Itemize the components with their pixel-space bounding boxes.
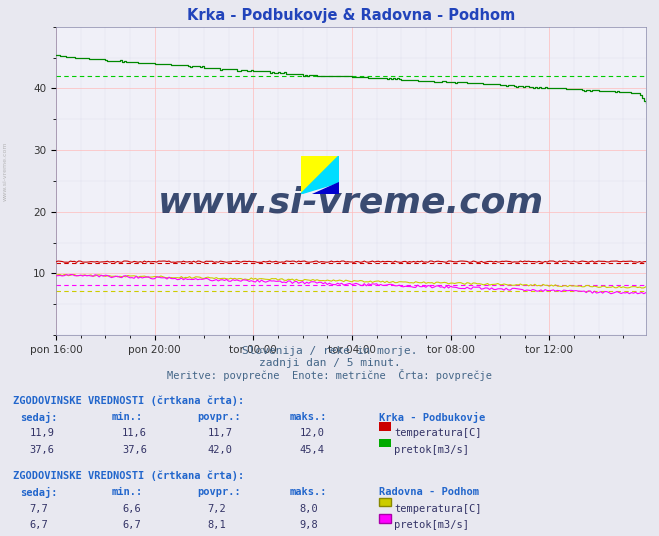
Text: 6,7: 6,7 — [122, 520, 140, 530]
Text: maks.:: maks.: — [290, 412, 328, 422]
Text: povpr.:: povpr.: — [198, 412, 241, 422]
Text: 37,6: 37,6 — [122, 445, 147, 455]
Text: 7,2: 7,2 — [208, 504, 226, 513]
Text: 7,7: 7,7 — [30, 504, 48, 513]
Text: min.:: min.: — [112, 412, 143, 422]
Text: Krka - Podbukovje: Krka - Podbukovje — [379, 412, 485, 423]
Text: ZGODOVINSKE VREDNOSTI (črtkana črta):: ZGODOVINSKE VREDNOSTI (črtkana črta): — [13, 471, 244, 481]
Text: 12,0: 12,0 — [300, 428, 325, 438]
Text: maks.:: maks.: — [290, 487, 328, 497]
Text: 42,0: 42,0 — [208, 445, 233, 455]
Text: 45,4: 45,4 — [300, 445, 325, 455]
Text: 37,6: 37,6 — [30, 445, 55, 455]
Text: 6,7: 6,7 — [30, 520, 48, 530]
Text: 11,6: 11,6 — [122, 428, 147, 438]
Text: 11,7: 11,7 — [208, 428, 233, 438]
Text: www.si-vreme.com: www.si-vreme.com — [158, 185, 544, 219]
Text: 8,0: 8,0 — [300, 504, 318, 513]
Text: 8,1: 8,1 — [208, 520, 226, 530]
Text: Slovenija / reke in morje.: Slovenija / reke in morje. — [242, 346, 417, 356]
Text: Radovna - Podhom: Radovna - Podhom — [379, 487, 479, 497]
Text: 9,8: 9,8 — [300, 520, 318, 530]
Title: Krka - Podbukovje & Radovna - Podhom: Krka - Podbukovje & Radovna - Podhom — [186, 8, 515, 23]
Text: pretok[m3/s]: pretok[m3/s] — [394, 445, 469, 455]
Text: min.:: min.: — [112, 487, 143, 497]
Text: 6,6: 6,6 — [122, 504, 140, 513]
Text: sedaj:: sedaj: — [20, 487, 57, 498]
Text: 11,9: 11,9 — [30, 428, 55, 438]
Text: ZGODOVINSKE VREDNOSTI (črtkana črta):: ZGODOVINSKE VREDNOSTI (črtkana črta): — [13, 395, 244, 406]
Text: pretok[m3/s]: pretok[m3/s] — [394, 520, 469, 530]
Text: www.si-vreme.com: www.si-vreme.com — [3, 142, 8, 202]
Text: povpr.:: povpr.: — [198, 487, 241, 497]
Text: temperatura[C]: temperatura[C] — [394, 428, 482, 438]
Text: temperatura[C]: temperatura[C] — [394, 504, 482, 513]
Text: sedaj:: sedaj: — [20, 412, 57, 423]
Text: Meritve: povprečne  Enote: metrične  Črta: povprečje: Meritve: povprečne Enote: metrične Črta:… — [167, 369, 492, 381]
Text: zadnji dan / 5 minut.: zadnji dan / 5 minut. — [258, 358, 401, 368]
